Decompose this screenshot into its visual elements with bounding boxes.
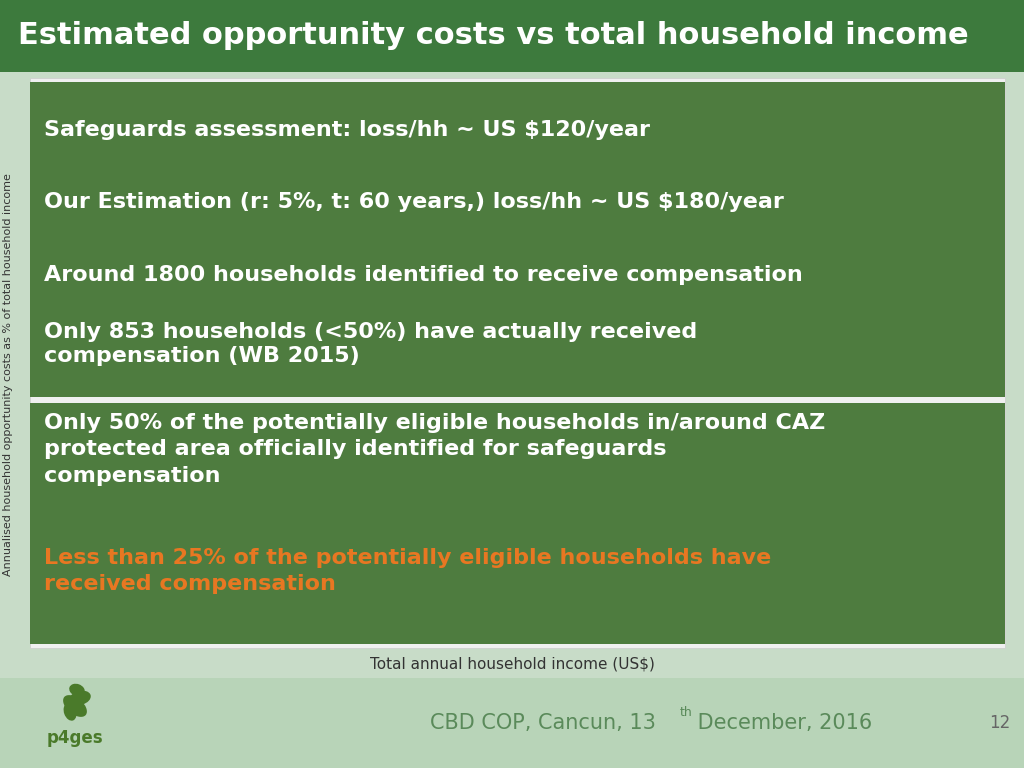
Text: Annualised household opportunity costs as % of total household income: Annualised household opportunity costs a… [3, 174, 13, 577]
Bar [30, 78, 1005, 648]
Bar [0, 678, 1024, 768]
Text: Total annual household income (US$): Total annual household income (US$) [370, 657, 654, 671]
Text: th: th [680, 706, 693, 719]
Bar [0, 0, 1024, 72]
Text: Our Estimation (r: 5%, t: 60 years,) loss/hh ~ US $180/year: Our Estimation (r: 5%, t: 60 years,) los… [44, 192, 784, 212]
Text: Around 1800 households identified to receive compensation: Around 1800 households identified to rec… [44, 265, 803, 285]
Ellipse shape [63, 695, 87, 717]
Text: Safeguards assessment: loss/hh ~ US $120/year: Safeguards assessment: loss/hh ~ US $120… [44, 120, 650, 140]
Text: CBD COP, Cancun, 13: CBD COP, Cancun, 13 [430, 713, 656, 733]
Ellipse shape [70, 684, 85, 697]
Bar [0, 72, 1024, 678]
Bar [30, 82, 1005, 397]
Text: Less than 25% of the potentially eligible households have
received compensation: Less than 25% of the potentially eligibl… [44, 548, 771, 594]
Ellipse shape [63, 703, 77, 720]
Text: December, 2016: December, 2016 [691, 713, 872, 733]
Text: Only 50% of the potentially eligible households in/around CAZ
protected area off: Only 50% of the potentially eligible hou… [44, 413, 825, 485]
Ellipse shape [70, 690, 91, 705]
Text: p4ges: p4ges [47, 729, 103, 747]
Bar [30, 403, 1005, 644]
Text: 12: 12 [989, 714, 1010, 732]
Text: Estimated opportunity costs vs total household income: Estimated opportunity costs vs total hou… [18, 22, 969, 51]
Text: Only 853 households (<50%) have actually received
compensation (WB 2015): Only 853 households (<50%) have actually… [44, 322, 697, 366]
